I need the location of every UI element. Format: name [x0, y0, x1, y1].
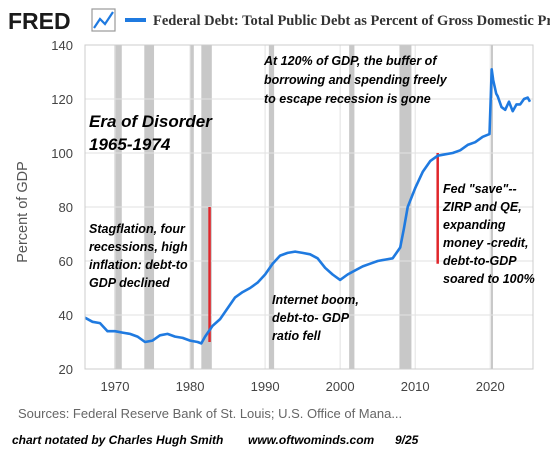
source-text: Sources: Federal Reserve Bank of St. Lou…	[18, 406, 402, 421]
annotation-net-line3: ratio fell	[272, 329, 321, 343]
annotation-fed-line5: debt-to-GDP	[443, 254, 517, 268]
annotation-top: At 120% of GDP, the buffer of borrowing …	[263, 54, 448, 106]
annotation-era-line2: 1965-1974	[89, 135, 171, 154]
annotation-stag-line2: recessions, high	[89, 240, 188, 254]
plot-frame	[84, 44, 534, 370]
series-line	[84, 68, 532, 345]
y-tick-label: 20	[59, 362, 73, 377]
annotation-fed-line2: ZIRP and QE,	[442, 200, 522, 214]
annotation-era-line1: Era of Disorder	[89, 112, 213, 131]
annotation-stagflation: Stagflation, four recessions, high infla…	[89, 222, 188, 290]
fred-logo[interactable]: FRED	[8, 8, 71, 34]
annotation-stag-line1: Stagflation, four	[89, 222, 186, 236]
x-tick-label: 1970	[101, 379, 130, 394]
x-tick-label: 2020	[476, 379, 505, 394]
y-tick-label: 120	[51, 92, 73, 107]
x-tick-label: 2010	[401, 379, 430, 394]
y-tick-label: 80	[59, 200, 73, 215]
annotation-fed-line4: money -credit,	[443, 236, 528, 250]
plot-area: 20 40 60 80 100 120 140 1970 1980 1990 2000 2010 202…	[51, 38, 534, 394]
y-tick-label: 60	[59, 254, 73, 269]
x-tick-label: 2000	[326, 379, 355, 394]
x-tick-label: 1990	[251, 379, 280, 394]
annotation-internet: Internet boom, debt-to- GDP ratio fell	[272, 293, 359, 343]
annotation-fed-line3: expanding	[443, 218, 506, 232]
annotation-fed-line6: soared to 100%	[443, 272, 535, 286]
y-tick-label: 100	[51, 146, 73, 161]
annotation-era: Era of Disorder 1965-1974	[89, 112, 213, 154]
annotation-stag-line3: inflation: debt-to	[89, 258, 188, 272]
annotation-top-line2: borrowing and spending freely	[264, 73, 448, 87]
y-tick-label: 40	[59, 308, 73, 323]
credit-date: 9/25	[395, 433, 419, 447]
annotation-fed: Fed "save"-- ZIRP and QE, expanding mone…	[442, 182, 535, 286]
annotation-fed-line1: Fed "save"--	[443, 182, 517, 196]
chart-title: Federal Debt: Total Public Debt as Perce…	[153, 13, 550, 29]
y-tick-label: 140	[51, 38, 73, 53]
annotation-top-line1: At 120% of GDP, the buffer of	[263, 54, 438, 68]
credit-site: www.oftwominds.com	[248, 433, 375, 447]
credit-author: chart notated by Charles Hugh Smith	[12, 433, 223, 447]
x-tick-label: 1980	[176, 379, 205, 394]
annotation-net-line2: debt-to- GDP	[272, 311, 350, 325]
y-axis-label: Percent of GDP	[15, 161, 31, 263]
annotation-net-line1: Internet boom,	[272, 293, 359, 307]
annotation-stag-line4: GDP declined	[89, 276, 170, 290]
annotation-top-line3: to escape recession is gone	[264, 92, 431, 106]
line-chart-icon	[91, 8, 116, 32]
